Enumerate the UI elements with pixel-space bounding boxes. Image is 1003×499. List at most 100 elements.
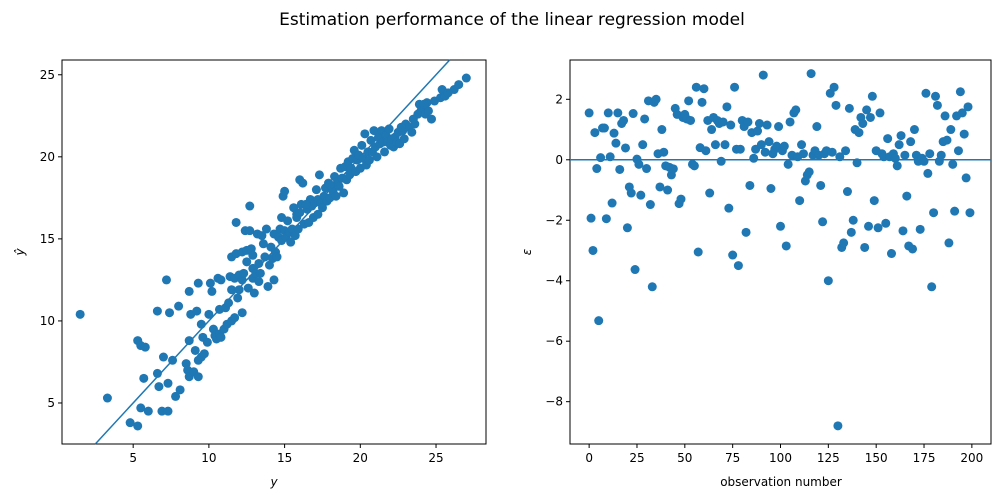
data-point <box>264 260 274 270</box>
residual-point <box>867 91 877 101</box>
residual-point <box>609 128 619 138</box>
right-y-axis-label: ε <box>520 248 534 255</box>
data-point <box>245 201 255 211</box>
data-point <box>258 239 268 249</box>
residual-point <box>693 247 703 257</box>
data-point <box>234 285 244 295</box>
residual-point <box>921 88 931 98</box>
data-point <box>396 122 406 132</box>
residual-point <box>745 180 755 190</box>
residual-point <box>718 117 728 127</box>
data-point <box>184 336 194 346</box>
data-point <box>227 285 237 295</box>
residual-point <box>605 152 615 162</box>
data-point <box>380 147 390 157</box>
residual-point <box>586 213 596 223</box>
residual-point <box>726 120 736 130</box>
residual-point <box>684 96 694 106</box>
data-point <box>248 250 258 260</box>
data-point <box>331 191 341 201</box>
residual-point <box>858 118 868 128</box>
residual-point <box>615 164 625 174</box>
residual-point <box>950 206 960 216</box>
residual-point <box>668 164 678 174</box>
data-point <box>168 355 178 365</box>
residual-point <box>944 238 954 248</box>
data-point <box>243 283 253 293</box>
y-tick-label: −2 <box>545 213 563 227</box>
residual-point <box>626 188 636 198</box>
data-point <box>461 73 471 83</box>
data-point <box>143 406 153 416</box>
y-tick-label: −4 <box>545 274 563 288</box>
y-tick-label: −6 <box>545 334 563 348</box>
x-tick-label: 200 <box>960 451 983 465</box>
data-point <box>311 185 321 195</box>
residual-point <box>955 87 965 97</box>
y-tick-label: 20 <box>40 150 55 164</box>
residual-point <box>622 223 632 233</box>
residual-point <box>965 208 975 218</box>
data-point <box>75 309 85 319</box>
residual-point <box>900 150 910 160</box>
data-point <box>165 308 175 318</box>
right-plot-content: 0 25 50 75 100 125 150 175 200 −8 −6 −4 −2 0 2 <box>545 69 991 465</box>
residual-point <box>710 140 720 150</box>
data-point <box>102 393 112 403</box>
y-tick-label: 25 <box>40 68 55 82</box>
data-point <box>163 378 173 388</box>
residual-point <box>940 111 950 121</box>
residual-point <box>686 115 696 125</box>
residual-point <box>932 100 942 110</box>
data-point <box>325 180 335 190</box>
x-tick-label: 75 <box>725 451 740 465</box>
data-point <box>443 88 453 98</box>
residual-point <box>869 196 879 206</box>
data-point <box>454 80 464 90</box>
data-point <box>426 114 436 124</box>
residual-point <box>749 153 759 163</box>
x-tick-label: 25 <box>428 451 443 465</box>
residual-point <box>766 184 776 194</box>
residual-point <box>689 161 699 171</box>
y-tick-label: 15 <box>40 232 55 246</box>
residual-point <box>590 128 600 138</box>
residual-point <box>890 153 900 163</box>
residual-point <box>835 152 845 162</box>
data-point <box>384 124 394 134</box>
residual-point <box>852 158 862 168</box>
residual-point <box>613 108 623 118</box>
data-point <box>216 332 226 342</box>
data-point <box>301 199 311 209</box>
residual-point <box>774 122 784 132</box>
residual-point <box>948 159 958 169</box>
x-tick-label: 25 <box>629 451 644 465</box>
residual-point <box>963 102 973 112</box>
residual-point <box>724 203 734 213</box>
residual-point <box>754 118 764 128</box>
residual-point <box>906 137 916 147</box>
y-tick-label: 0 <box>555 153 563 167</box>
residual-point <box>735 144 745 154</box>
residual-point <box>923 168 933 178</box>
left-scatter-panel: 5 10 15 20 25 5 10 15 20 25 y ŷ <box>13 59 487 489</box>
data-point <box>261 224 271 234</box>
right-residual-panel: 0 25 50 75 100 125 150 175 200 −8 −6 −4 −2 0 2 observa… <box>520 59 992 489</box>
residual-point <box>599 123 609 133</box>
data-point <box>163 406 173 416</box>
residual-point <box>634 159 644 169</box>
residual-point <box>961 173 971 183</box>
residual-point <box>957 108 967 118</box>
data-point <box>161 275 171 285</box>
data-point <box>254 277 264 287</box>
residual-point <box>642 164 652 174</box>
residual-point <box>781 241 791 251</box>
residual-point <box>760 147 770 157</box>
residual-point <box>584 108 594 118</box>
residual-point <box>776 221 785 231</box>
residual-point <box>659 147 669 157</box>
residual-point <box>743 117 753 127</box>
residual-point <box>860 242 870 252</box>
residual-point <box>697 97 707 107</box>
data-point <box>408 114 418 124</box>
